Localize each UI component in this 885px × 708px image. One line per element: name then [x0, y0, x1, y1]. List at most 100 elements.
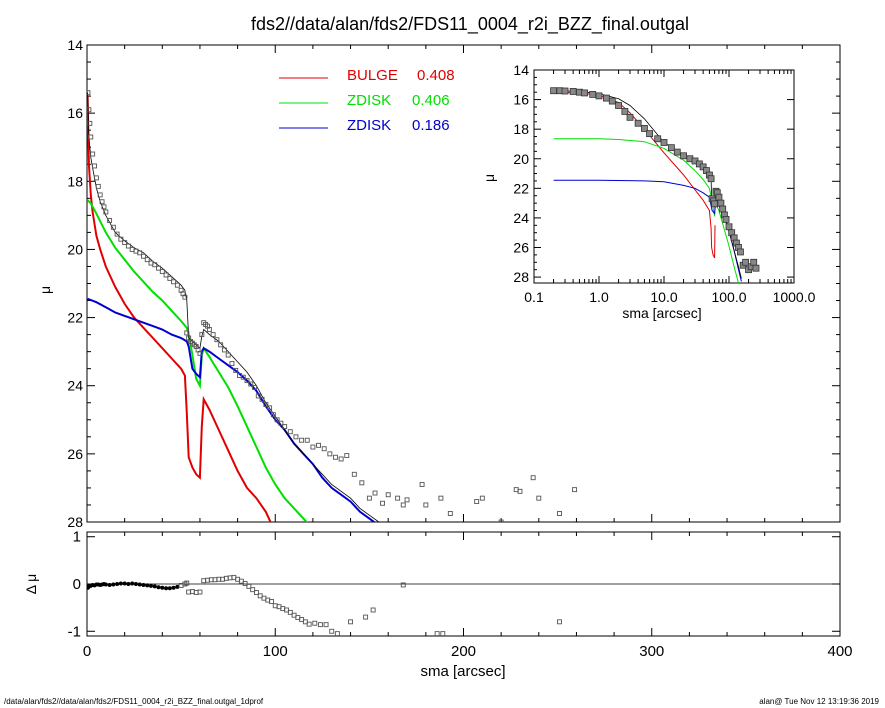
- inset-plot-frame: [533, 69, 795, 284]
- inset-data-point: [722, 215, 730, 223]
- main-data-point: [107, 218, 113, 223]
- footer-right-timestamp: alan@ Tue Nov 12 13:19:36 2019: [759, 697, 879, 706]
- main-data-point: [95, 183, 101, 189]
- residual-data-point: [122, 581, 127, 586]
- main-data-point: [536, 495, 542, 501]
- legend-name-zdisk-blue: ZDISK: [347, 117, 391, 134]
- main-data-point: [233, 367, 239, 373]
- inset-data-point: [737, 248, 744, 256]
- residual-data-point: [167, 586, 172, 591]
- main-data-point: [310, 444, 316, 450]
- inset-x-tick-label: 100.0: [711, 289, 746, 305]
- main-data-point: [267, 405, 273, 411]
- footer-left-path: /data/alan/fds2//data/alan/fds2/FDS11_00…: [4, 697, 264, 706]
- main-data-point: [144, 257, 150, 263]
- inset-y-tick-label: 18: [513, 121, 529, 137]
- main-data-point: [114, 231, 120, 237]
- main-data-point: [366, 495, 372, 501]
- inset-data-point: [654, 135, 662, 143]
- residual-data-point: [149, 583, 154, 588]
- main-y-tick-label: 24: [67, 378, 83, 394]
- legend-value-zdisk-green: 0.406: [412, 92, 450, 109]
- main-data-point: [517, 488, 523, 494]
- residual-data-point: [329, 628, 335, 634]
- main-data-point: [137, 250, 143, 256]
- residual-data-point: [370, 607, 376, 613]
- main-data-points: [87, 90, 578, 522]
- main-data-point: [252, 384, 257, 390]
- residual-data-point: [107, 582, 112, 587]
- inset-data-point: [603, 94, 610, 102]
- inset-y-axis-label: μ: [481, 174, 497, 182]
- main-data-point: [103, 209, 109, 215]
- residual-panel: 0 100 200 300 400-101 Δ μ sma [arcsec]: [23, 529, 853, 680]
- main-data-point: [572, 487, 578, 493]
- inset-axis-ticks: [533, 69, 795, 283]
- main-data-point: [438, 495, 444, 501]
- inset-data-point: [715, 193, 723, 201]
- main-data-point: [385, 492, 391, 498]
- inset-x-tick-label: 0.1: [524, 289, 544, 305]
- inset-data-point: [634, 119, 642, 127]
- main-data-point: [479, 495, 485, 501]
- main-data-point: [404, 497, 410, 503]
- main-y-tick-label: 20: [67, 241, 83, 257]
- residual-data-point: [118, 581, 123, 586]
- main-y-tick-label: 28: [67, 514, 83, 530]
- inset-data-point: [719, 205, 727, 213]
- inset-data-point: [641, 125, 648, 132]
- main-data-point: [101, 204, 107, 210]
- main-data-point: [423, 502, 429, 508]
- main-data-point: [263, 402, 269, 407]
- residual-data-point: [171, 585, 176, 590]
- main-y-tick-label: 14: [67, 37, 83, 53]
- residual-x-tick-label: 200: [451, 643, 476, 660]
- main-data-point: [125, 243, 131, 249]
- residual-data-point: [363, 614, 369, 620]
- main-data-point: [248, 381, 254, 387]
- main-data-point: [167, 275, 173, 281]
- main-data-point: [274, 417, 280, 423]
- residual-data-point: [145, 583, 150, 588]
- main-data-point: [152, 262, 158, 268]
- residual-y-tick-label: -1: [68, 623, 81, 640]
- main-data-point: [110, 224, 116, 230]
- inset-x-tick-label: 1.0: [589, 289, 609, 305]
- inset-y-tick-label: 24: [513, 210, 529, 226]
- residual-x-tick-label: 300: [639, 643, 664, 660]
- main-data-point: [197, 350, 203, 356]
- main-data-point: [229, 361, 235, 367]
- main-data-point: [316, 442, 321, 448]
- main-data-point: [299, 437, 305, 443]
- residual-data-point: [160, 585, 165, 590]
- main-series-line-zdisk-2: [87, 297, 376, 522]
- main-data-point: [498, 519, 504, 522]
- main-data-point: [321, 446, 327, 452]
- main-data-point: [206, 327, 212, 332]
- residual-tick-labels: 0 100 200 300 400-101: [68, 529, 853, 660]
- residual-data-points: [87, 574, 562, 636]
- main-data-point: [87, 107, 92, 113]
- main-data-point: [474, 499, 480, 505]
- residual-y-tick-label: 1: [73, 529, 81, 546]
- inset-data-point: [707, 175, 715, 183]
- residual-data-point: [334, 631, 340, 636]
- residual-data-point: [287, 609, 293, 615]
- main-data-point: [182, 294, 188, 300]
- residual-data-point: [137, 582, 142, 587]
- inset-x-tick-label: 1000.0: [773, 289, 816, 305]
- residual-x-tick-label: 100: [263, 643, 288, 660]
- residual-data-point: [133, 582, 138, 586]
- inset-y-tick-label: 26: [513, 240, 529, 256]
- main-data-point: [93, 175, 99, 181]
- residual-data-point: [156, 585, 161, 590]
- main-data-point: [225, 352, 231, 358]
- inset-data-point: [569, 88, 577, 95]
- main-data-point: [87, 120, 93, 126]
- main-axis-ticks: [86, 44, 841, 523]
- main-data-point: [97, 192, 103, 198]
- main-y-tick-label: 26: [67, 446, 83, 462]
- residual-x-axis-label: sma [arcsec]: [420, 663, 505, 680]
- inset-data-point: [626, 113, 634, 121]
